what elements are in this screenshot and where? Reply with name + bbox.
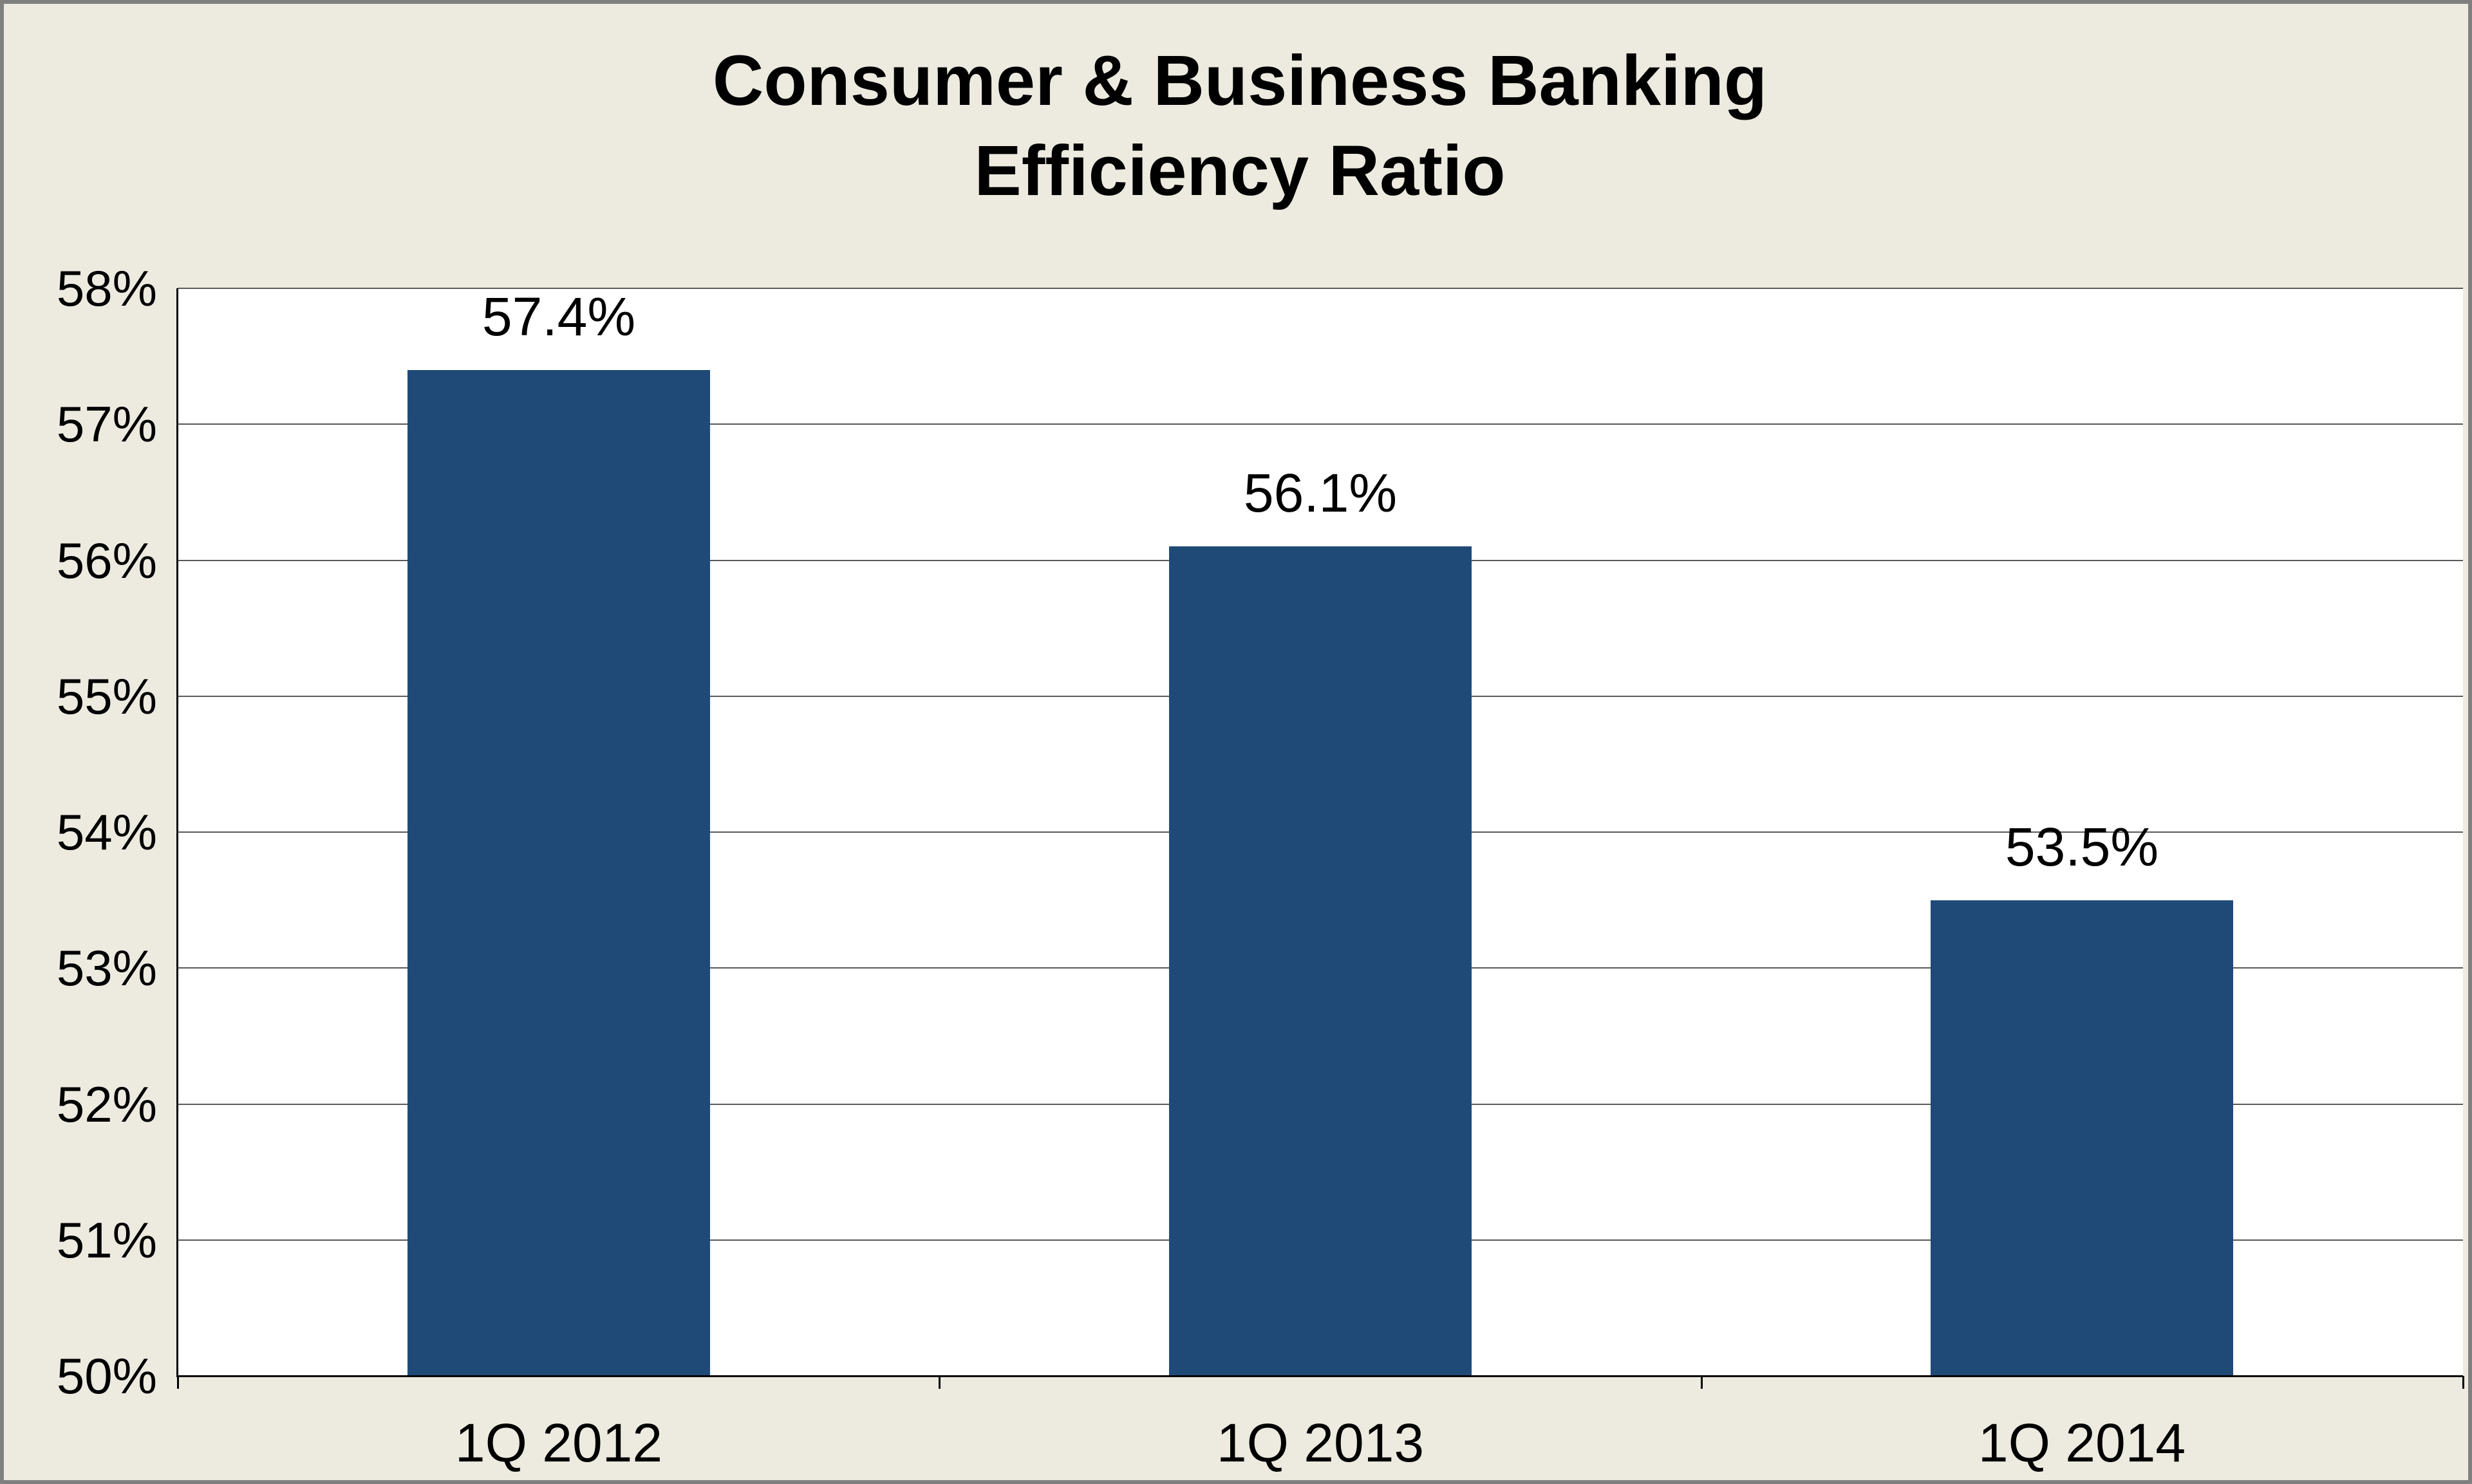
y-axis-tick-label: 56% bbox=[56, 532, 157, 589]
y-axis-tick-label: 55% bbox=[56, 668, 157, 725]
y-axis-line bbox=[176, 288, 178, 1377]
y-axis-tick-label: 58% bbox=[56, 260, 157, 317]
x-axis-tick bbox=[177, 1376, 179, 1389]
gridline bbox=[178, 288, 2463, 289]
x-axis-category-label: 1Q 2013 bbox=[1216, 1413, 1425, 1473]
x-axis-category-label: 1Q 2014 bbox=[1978, 1413, 2186, 1473]
bar-value-label: 57.4% bbox=[482, 286, 636, 347]
chart-title: Consumer & Business Banking Efficiency R… bbox=[4, 36, 2468, 216]
bar bbox=[1931, 900, 2233, 1376]
y-axis-tick-label: 50% bbox=[56, 1348, 157, 1404]
bar-value-label: 56.1% bbox=[1243, 463, 1398, 523]
gridline bbox=[178, 423, 2463, 425]
y-axis-tick-label: 51% bbox=[56, 1212, 157, 1268]
x-axis-tick bbox=[1701, 1376, 1703, 1389]
x-axis-line bbox=[176, 1375, 2463, 1377]
y-axis-tick-label: 57% bbox=[56, 396, 157, 452]
bar-value-label: 53.5% bbox=[2005, 817, 2159, 877]
x-axis-category-label: 1Q 2012 bbox=[454, 1413, 663, 1473]
y-axis-tick-label: 54% bbox=[56, 804, 157, 860]
y-axis-tick-label: 53% bbox=[56, 940, 157, 996]
bar bbox=[407, 370, 710, 1376]
x-axis-tick bbox=[939, 1376, 941, 1389]
x-axis-tick bbox=[2462, 1376, 2464, 1389]
bar bbox=[1169, 546, 1472, 1376]
chart-title-line-1: Consumer & Business Banking bbox=[712, 41, 1768, 120]
chart-title-line-2: Efficiency Ratio bbox=[974, 131, 1506, 210]
y-axis-tick-label: 52% bbox=[56, 1076, 157, 1133]
